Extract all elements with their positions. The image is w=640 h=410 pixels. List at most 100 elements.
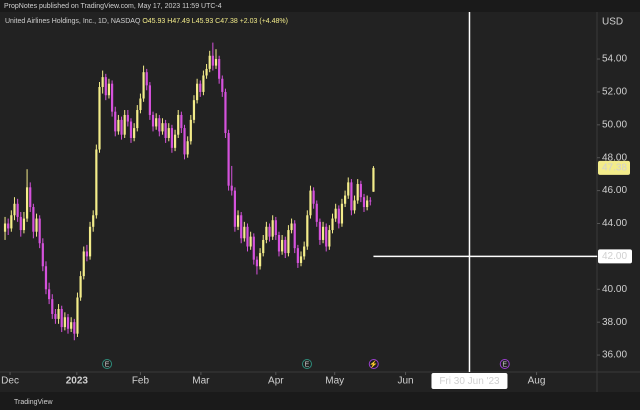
candle-body bbox=[224, 91, 227, 134]
candle-body bbox=[255, 259, 259, 267]
candle-body bbox=[353, 200, 356, 211]
candle-body bbox=[208, 55, 211, 69]
y-tick-label: 36.00 bbox=[602, 350, 627, 361]
y-tick-label: 54.00 bbox=[602, 54, 627, 65]
candle-body bbox=[126, 114, 129, 122]
candle-body bbox=[369, 200, 372, 202]
candle-body bbox=[41, 243, 44, 267]
candle-body bbox=[287, 230, 290, 254]
low: L45.93 bbox=[192, 18, 214, 25]
candle-body bbox=[205, 68, 208, 76]
candle-body bbox=[79, 276, 82, 298]
crosshair-y-box bbox=[598, 249, 632, 264]
y-tick-label: 44.00 bbox=[602, 218, 627, 229]
x-tick-label: Mar bbox=[192, 376, 210, 387]
candle-body bbox=[22, 218, 26, 231]
x-tick-label: May bbox=[325, 376, 344, 387]
y-tick-label: 38.00 bbox=[602, 317, 627, 328]
candle-body bbox=[51, 299, 54, 314]
candle-body bbox=[299, 256, 303, 263]
candle-body bbox=[63, 317, 66, 328]
candle-body bbox=[296, 248, 299, 263]
candle-body bbox=[268, 226, 271, 237]
candle-body bbox=[271, 220, 274, 237]
candle-body bbox=[315, 203, 318, 222]
crosshair-y-label: 42.00 bbox=[602, 251, 627, 262]
candle-body bbox=[359, 184, 362, 198]
currency: USD bbox=[602, 17, 623, 28]
event-icon bbox=[102, 359, 113, 369]
candle-body bbox=[252, 236, 255, 260]
change: +2.03 (+4.48%) bbox=[240, 18, 288, 25]
candle-body bbox=[362, 197, 366, 208]
candle-body bbox=[196, 83, 199, 101]
publisher: PropNotes published on TradingView.com, … bbox=[4, 3, 222, 10]
candle-body bbox=[180, 114, 183, 129]
event-icon bbox=[302, 359, 313, 369]
plot bbox=[3, 42, 375, 341]
candle-body bbox=[70, 322, 73, 329]
candle-body bbox=[281, 239, 284, 252]
candle-body bbox=[120, 119, 123, 135]
candle-body bbox=[29, 187, 32, 208]
crosshair-x-label: Fri 30 Jun '23 bbox=[439, 376, 500, 387]
candle-body bbox=[101, 77, 104, 87]
candle-body bbox=[19, 216, 22, 231]
candle-body bbox=[199, 83, 202, 92]
x-tick-label: 2023 bbox=[66, 376, 89, 387]
event-label: E bbox=[305, 361, 310, 368]
x-tick-label: Feb bbox=[132, 376, 150, 387]
candle-body bbox=[167, 128, 170, 138]
high: H47.49 bbox=[167, 18, 190, 25]
chart-title: United Airlines Holdings, Inc., 1D, NASD… bbox=[5, 18, 288, 25]
footer-logo: TradingView bbox=[14, 399, 53, 406]
candle-body bbox=[85, 251, 89, 257]
candle-body bbox=[60, 309, 63, 328]
candle-body bbox=[246, 226, 249, 247]
candle-body bbox=[32, 207, 35, 232]
candle-body bbox=[249, 236, 252, 247]
y-tick-label: 48.00 bbox=[602, 152, 627, 163]
candle-body bbox=[151, 114, 155, 127]
candle-body bbox=[48, 289, 51, 300]
footer-bar bbox=[0, 392, 640, 410]
candle-body bbox=[25, 187, 29, 219]
candle-body bbox=[318, 221, 322, 240]
candle-body bbox=[221, 78, 224, 92]
candle-body bbox=[164, 123, 167, 138]
candle-body bbox=[186, 141, 189, 155]
candle-body bbox=[321, 226, 325, 240]
candle-body bbox=[7, 223, 10, 229]
x-tick-label: Apr bbox=[268, 376, 284, 387]
candle-body bbox=[73, 322, 76, 334]
x-tick-label: Dec bbox=[1, 376, 19, 387]
candle-body bbox=[331, 218, 334, 231]
candle-body bbox=[76, 297, 79, 334]
candle-body bbox=[44, 266, 48, 290]
candle-body bbox=[262, 239, 265, 254]
candle-body bbox=[303, 246, 306, 257]
candle-body bbox=[54, 313, 57, 319]
event-label: E bbox=[105, 361, 110, 368]
x-tick-label: Jun bbox=[397, 376, 413, 387]
candle-body bbox=[356, 184, 359, 201]
candle-body bbox=[110, 83, 114, 112]
event-icon bbox=[499, 359, 510, 369]
candle-body bbox=[306, 215, 309, 247]
y-tick-label: 50.00 bbox=[602, 119, 627, 130]
candle-body bbox=[350, 182, 353, 211]
candle-body bbox=[293, 223, 296, 249]
last-price-label: 47.38 bbox=[602, 163, 627, 174]
candle-body bbox=[173, 134, 177, 148]
candle-body bbox=[227, 133, 230, 186]
y-tick-label: 52.00 bbox=[602, 87, 627, 98]
candle-body bbox=[328, 230, 331, 247]
candle-body bbox=[214, 59, 218, 66]
event-icon bbox=[368, 359, 379, 369]
candle-body bbox=[258, 253, 262, 267]
candle-body bbox=[148, 85, 151, 115]
candle-body bbox=[98, 86, 101, 150]
event-label: ⚡ bbox=[369, 359, 378, 368]
candle-body bbox=[92, 215, 95, 227]
